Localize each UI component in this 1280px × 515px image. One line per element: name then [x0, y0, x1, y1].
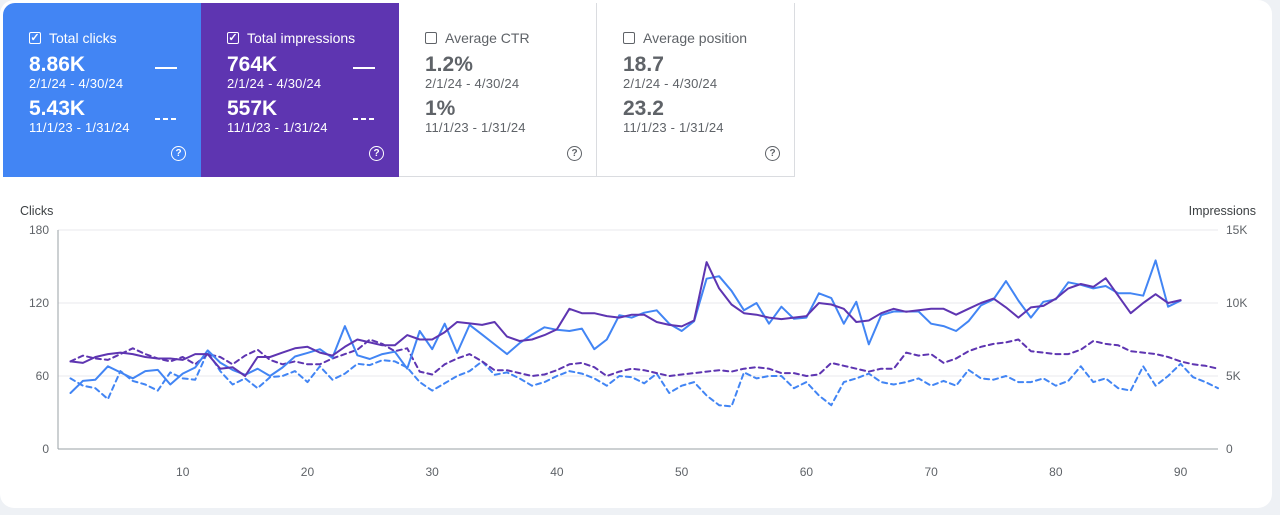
- metric-current-value: 1.2%: [425, 53, 473, 76]
- checkbox-unchecked-icon[interactable]: [425, 32, 437, 44]
- performance-chart[interactable]: Clicks Impressions 0 0 60 5K 120 10K 180 15K 10 2…: [0, 195, 1272, 495]
- checkbox-checked-icon[interactable]: ✓: [29, 31, 41, 44]
- metric-previous-value: 23.2: [623, 97, 664, 120]
- x-tick-label: 90: [1174, 465, 1188, 479]
- right-y-tick-label: 5K: [1226, 369, 1241, 383]
- left-y-tick-label: 60: [36, 369, 50, 383]
- total-impressions-previous-series-line: [69, 338, 1219, 377]
- help-icon[interactable]: ?: [567, 146, 582, 161]
- solid-line-legend-icon: [353, 67, 375, 69]
- x-tick-label: 10: [176, 465, 190, 479]
- metric-previous-range: 11/1/23 - 1/31/24: [623, 120, 724, 135]
- metric-current-range: 2/1/24 - 4/30/24: [29, 76, 124, 91]
- metric-tile-average-ctr[interactable]: Average CTR 1.2% 2/1/24 - 4/30/24 1% 11/…: [399, 3, 597, 177]
- help-icon[interactable]: ?: [765, 146, 780, 161]
- metric-previous-value: 5.43K: [29, 97, 86, 120]
- x-tick-label: 80: [1049, 465, 1063, 479]
- metric-previous-range: 11/1/23 - 1/31/24: [29, 120, 130, 135]
- left-axis-title: Clicks: [20, 204, 53, 218]
- metric-tile-total-impressions[interactable]: ✓ Total impressions 764K 2/1/24 - 4/30/24…: [201, 3, 399, 177]
- checkbox-unchecked-icon[interactable]: [623, 32, 635, 44]
- metric-label: Total impressions: [247, 30, 356, 46]
- dashed-line-legend-icon: [155, 118, 176, 120]
- metric-previous-range: 11/1/23 - 1/31/24: [227, 120, 328, 135]
- x-tick-label: 60: [800, 465, 814, 479]
- metric-tile-total-clicks[interactable]: ✓ Total clicks 8.86K 2/1/24 - 4/30/24 5.4…: [3, 3, 201, 177]
- metric-tile-average-position[interactable]: Average position 18.7 2/1/24 - 4/30/24 2…: [597, 3, 795, 177]
- metric-current-value: 764K: [227, 53, 278, 76]
- x-tick-label: 20: [301, 465, 315, 479]
- right-y-tick-label: 15K: [1226, 223, 1247, 237]
- right-y-tick-label: 10K: [1226, 296, 1247, 310]
- solid-line-legend-icon: [155, 67, 177, 69]
- metric-current-range: 2/1/24 - 4/30/24: [425, 76, 520, 91]
- metric-current-range: 2/1/24 - 4/30/24: [623, 76, 718, 91]
- total-impressions-series-line: [69, 261, 1182, 377]
- x-tick-label: 30: [426, 465, 440, 479]
- metric-label: Average position: [643, 30, 748, 46]
- left-y-tick-label: 0: [42, 442, 49, 456]
- right-axis-title: Impressions: [1189, 204, 1256, 218]
- left-y-tick-label: 180: [29, 223, 49, 237]
- total-clicks-previous-series-line: [69, 350, 1219, 408]
- left-y-tick-label: 120: [29, 296, 49, 310]
- total-clicks-series-line: [69, 259, 1182, 394]
- help-icon[interactable]: ?: [171, 146, 186, 161]
- metric-label: Average CTR: [445, 30, 530, 46]
- right-y-tick-label: 0: [1226, 442, 1233, 456]
- metric-label: Total clicks: [49, 30, 117, 46]
- metric-previous-value: 557K: [227, 97, 278, 120]
- x-tick-label: 40: [550, 465, 564, 479]
- metric-previous-value: 1%: [425, 97, 456, 120]
- metric-current-value: 8.86K: [29, 53, 86, 76]
- x-tick-label: 70: [924, 465, 938, 479]
- metric-current-range: 2/1/24 - 4/30/24: [227, 76, 322, 91]
- x-tick-label: 50: [675, 465, 689, 479]
- metric-current-value: 18.7: [623, 53, 664, 76]
- help-icon[interactable]: ?: [369, 146, 384, 161]
- metric-previous-range: 11/1/23 - 1/31/24: [425, 120, 526, 135]
- dashed-line-legend-icon: [353, 118, 374, 120]
- checkbox-checked-icon[interactable]: ✓: [227, 31, 239, 44]
